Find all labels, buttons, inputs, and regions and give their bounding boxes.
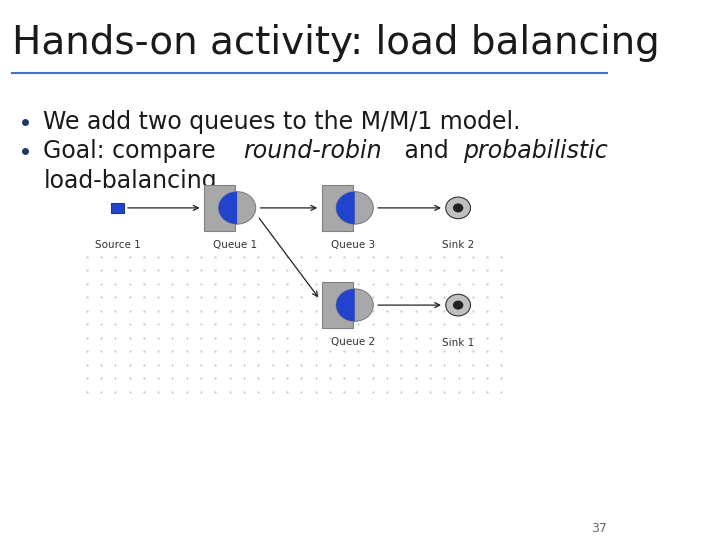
- Text: Sink 2: Sink 2: [442, 240, 474, 251]
- Wedge shape: [336, 192, 355, 224]
- Text: load-balancing: load-balancing: [43, 169, 217, 193]
- Circle shape: [219, 192, 256, 224]
- Text: Sink 1: Sink 1: [442, 338, 474, 348]
- Text: Source 1: Source 1: [95, 240, 140, 251]
- Bar: [322, 282, 353, 328]
- Text: probabilistic: probabilistic: [463, 139, 608, 163]
- Circle shape: [453, 204, 464, 212]
- Text: Queue 3: Queue 3: [330, 240, 375, 251]
- Circle shape: [446, 294, 470, 316]
- Text: Hands-on activity: load balancing: Hands-on activity: load balancing: [12, 24, 660, 62]
- Circle shape: [453, 301, 464, 309]
- Circle shape: [336, 192, 373, 224]
- Bar: [112, 202, 124, 213]
- Text: Goal: compare: Goal: compare: [43, 139, 223, 163]
- Text: Queue 2: Queue 2: [330, 338, 375, 348]
- Bar: [322, 185, 353, 231]
- Text: round-robin: round-robin: [243, 139, 382, 163]
- Text: and: and: [397, 139, 456, 163]
- Text: We add two queues to the M/M/1 model.: We add two queues to the M/M/1 model.: [43, 110, 521, 133]
- Text: Queue 1: Queue 1: [213, 240, 257, 251]
- Circle shape: [446, 197, 470, 219]
- Text: 37: 37: [591, 522, 607, 535]
- Wedge shape: [336, 289, 355, 321]
- Circle shape: [336, 289, 373, 321]
- Wedge shape: [219, 192, 237, 224]
- Bar: [204, 185, 235, 231]
